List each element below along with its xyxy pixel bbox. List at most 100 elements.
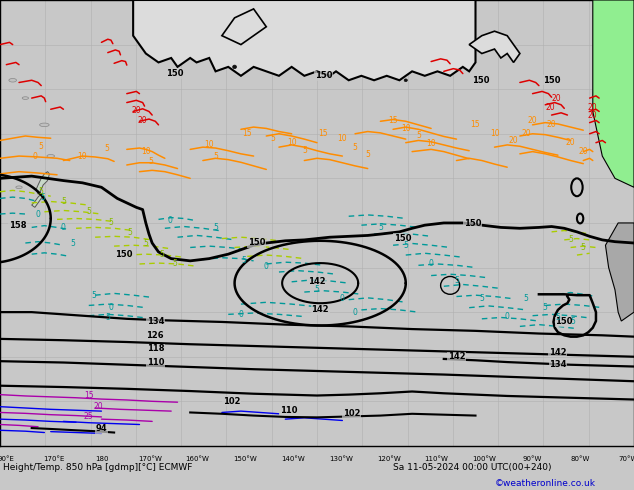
Text: 5: 5 bbox=[108, 219, 113, 227]
Text: 5: 5 bbox=[403, 241, 408, 250]
Text: 15: 15 bbox=[318, 129, 328, 138]
Text: 10: 10 bbox=[77, 152, 87, 162]
Text: 0: 0 bbox=[353, 308, 358, 317]
Text: 5: 5 bbox=[353, 143, 358, 151]
Text: 20: 20 bbox=[527, 116, 538, 125]
Ellipse shape bbox=[233, 65, 236, 69]
Text: 5: 5 bbox=[39, 142, 44, 151]
Text: 10: 10 bbox=[337, 134, 347, 143]
Text: 0: 0 bbox=[36, 210, 41, 219]
Text: 5: 5 bbox=[86, 207, 91, 216]
Text: 0: 0 bbox=[505, 312, 510, 321]
Ellipse shape bbox=[22, 97, 29, 99]
Text: 5: 5 bbox=[479, 294, 484, 303]
Polygon shape bbox=[133, 0, 476, 80]
Text: 20: 20 bbox=[545, 102, 555, 112]
Text: 102: 102 bbox=[223, 397, 240, 406]
Text: 0: 0 bbox=[167, 216, 172, 225]
Polygon shape bbox=[36, 172, 49, 194]
Text: 20: 20 bbox=[93, 402, 103, 411]
Text: 5: 5 bbox=[104, 144, 109, 152]
Text: 10: 10 bbox=[489, 129, 500, 138]
Polygon shape bbox=[32, 194, 43, 207]
Text: ©weatheronline.co.uk: ©weatheronline.co.uk bbox=[495, 479, 595, 488]
Text: 20: 20 bbox=[587, 102, 597, 112]
Text: 142: 142 bbox=[311, 305, 329, 315]
Text: 170°E: 170°E bbox=[44, 456, 65, 462]
Text: 158: 158 bbox=[9, 220, 27, 230]
Text: 5: 5 bbox=[143, 239, 148, 247]
Text: 5: 5 bbox=[213, 151, 218, 161]
Text: 142: 142 bbox=[308, 277, 326, 286]
Text: 20: 20 bbox=[521, 129, 531, 138]
Text: 5: 5 bbox=[555, 313, 560, 322]
Text: 0: 0 bbox=[429, 259, 434, 268]
Text: 20: 20 bbox=[552, 94, 562, 102]
Text: 0: 0 bbox=[32, 152, 37, 162]
Text: 20: 20 bbox=[138, 116, 148, 125]
Text: 0: 0 bbox=[238, 310, 243, 319]
Text: 5: 5 bbox=[148, 157, 153, 166]
Text: 20: 20 bbox=[578, 147, 588, 156]
Text: 170°W: 170°W bbox=[138, 456, 162, 462]
Text: 10: 10 bbox=[287, 138, 297, 147]
Text: 5: 5 bbox=[524, 294, 529, 303]
Text: 20: 20 bbox=[131, 106, 141, 115]
Text: 150: 150 bbox=[394, 234, 411, 243]
Ellipse shape bbox=[47, 154, 55, 158]
Text: 5: 5 bbox=[378, 223, 383, 232]
Text: 20: 20 bbox=[566, 138, 576, 147]
Text: 10: 10 bbox=[401, 124, 411, 133]
Text: 118: 118 bbox=[146, 344, 164, 353]
Text: 142: 142 bbox=[448, 352, 465, 361]
Text: 5: 5 bbox=[314, 285, 320, 294]
Text: Height/Temp. 850 hPa [gdmp][°C] ECMWF: Height/Temp. 850 hPa [gdmp][°C] ECMWF bbox=[3, 464, 193, 472]
Text: 102: 102 bbox=[343, 409, 361, 418]
Text: 0: 0 bbox=[108, 303, 113, 312]
Text: 150: 150 bbox=[314, 72, 332, 80]
Text: 0: 0 bbox=[340, 294, 345, 303]
Polygon shape bbox=[222, 9, 266, 45]
Ellipse shape bbox=[39, 123, 49, 126]
Text: 5: 5 bbox=[91, 291, 96, 300]
Text: 5: 5 bbox=[70, 239, 75, 247]
Text: 80°W: 80°W bbox=[570, 456, 590, 462]
Text: 5: 5 bbox=[61, 197, 66, 206]
Text: 20: 20 bbox=[587, 111, 597, 121]
Text: 5: 5 bbox=[416, 131, 421, 141]
Text: 15: 15 bbox=[388, 116, 398, 125]
Text: 5: 5 bbox=[127, 228, 133, 237]
Ellipse shape bbox=[16, 186, 22, 189]
Text: 150: 150 bbox=[472, 76, 489, 85]
Text: 20: 20 bbox=[547, 121, 557, 129]
Text: 10: 10 bbox=[204, 141, 214, 149]
Text: 5: 5 bbox=[571, 318, 576, 326]
Text: 140°W: 140°W bbox=[281, 456, 305, 462]
Text: 134: 134 bbox=[549, 360, 567, 369]
Text: 150: 150 bbox=[463, 220, 481, 228]
Text: 180: 180 bbox=[95, 456, 108, 462]
Text: 15: 15 bbox=[470, 121, 481, 129]
Text: 150: 150 bbox=[165, 69, 183, 78]
Text: 5: 5 bbox=[105, 313, 110, 322]
Text: 5: 5 bbox=[159, 250, 164, 259]
Text: 130°W: 130°W bbox=[329, 456, 353, 462]
Ellipse shape bbox=[9, 78, 16, 82]
Text: 94: 94 bbox=[96, 424, 107, 434]
Text: 5: 5 bbox=[39, 187, 44, 196]
Text: 5: 5 bbox=[302, 146, 307, 155]
Text: 25: 25 bbox=[84, 413, 94, 421]
Text: 126: 126 bbox=[146, 331, 164, 340]
Text: Sa 11-05-2024 00:00 UTC(00+240): Sa 11-05-2024 00:00 UTC(00+240) bbox=[393, 464, 552, 472]
Text: 5: 5 bbox=[581, 243, 586, 252]
Text: 5: 5 bbox=[568, 235, 573, 245]
Text: 15: 15 bbox=[84, 392, 94, 400]
Text: 150: 150 bbox=[543, 76, 560, 85]
Text: 5: 5 bbox=[270, 134, 275, 143]
Ellipse shape bbox=[404, 79, 407, 82]
Text: 150: 150 bbox=[555, 318, 573, 326]
Text: 15: 15 bbox=[242, 129, 252, 138]
Text: 110°W: 110°W bbox=[425, 456, 448, 462]
Text: 110: 110 bbox=[146, 359, 164, 368]
Text: 110: 110 bbox=[280, 406, 297, 415]
